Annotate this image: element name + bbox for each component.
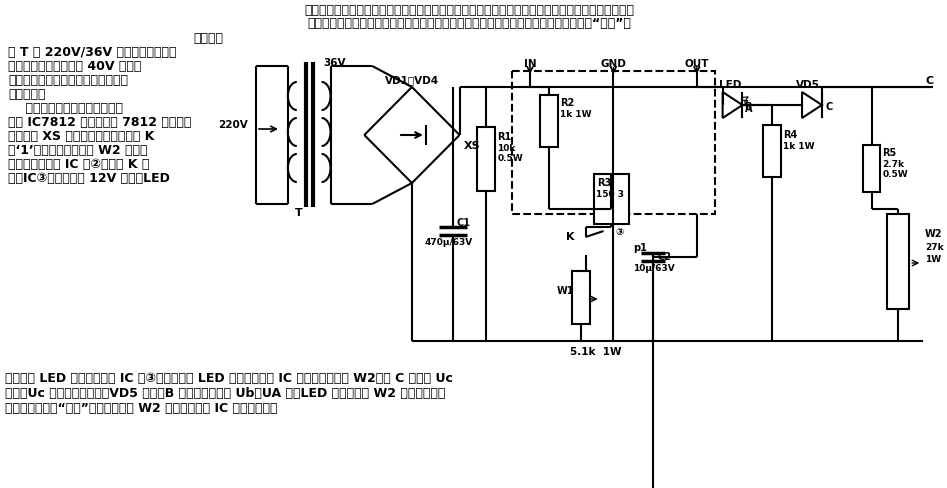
Text: 先是用直流电源“标度”的，所以可从 W2 旋钮位置读出 IC 的输出电压。: 先是用直流电源“标度”的，所以可从 W2 旋钮位置读出 IC 的输出电压。 [5, 401, 277, 414]
Text: 150 3: 150 3 [596, 190, 623, 199]
Text: C: C [826, 102, 833, 112]
Text: 0.5W: 0.5W [883, 170, 908, 179]
Text: VD1～VD4: VD1～VD4 [384, 75, 439, 85]
Text: 桥路整流输出电压约为 40V 供测试: 桥路整流输出电压约为 40V 供测试 [8, 60, 141, 73]
Text: OUT: OUT [685, 59, 709, 69]
Text: GND: GND [600, 59, 626, 69]
Text: 电源变压: 电源变压 [193, 32, 223, 45]
Text: 工作原理。: 工作原理。 [8, 88, 45, 101]
Text: R3: R3 [598, 178, 612, 187]
Text: W2: W2 [925, 228, 942, 239]
Text: R2: R2 [560, 98, 574, 108]
Text: R5: R5 [883, 148, 897, 158]
Text: 点亮。如 LED 不亮，则说明 IC 的③脚开路；如 LED 过亮，则说明 IC 内部短路。再调 W2，使 C 点电位 Uc: 点亮。如 LED 不亮，则说明 IC 的③脚开路；如 LED 过亮，则说明 IC… [5, 371, 453, 384]
Text: 5.1k  1W: 5.1k 1W [570, 346, 621, 356]
Text: T: T [295, 207, 302, 218]
Text: 地，IC③脚对地应有 12V 电压，LED: 地，IC③脚对地应有 12V 电压，LED [8, 172, 170, 184]
Bar [887, 215, 909, 309]
Bar [477, 128, 495, 192]
Text: LED: LED [720, 80, 742, 90]
Text: 检测，检测其输出电压是否与其标称值相符，进而可判定所购买的稳压集成块是否属于“赝品”。: 检测，检测其输出电压是否与其标称值相符，进而可判定所购买的稳压集成块是否属于“赝… [308, 17, 632, 30]
Bar [572, 271, 590, 325]
Text: 10μ/63V: 10μ/63V [634, 264, 675, 272]
Text: R4: R4 [783, 130, 797, 140]
Text: 1k 1W: 1k 1W [783, 142, 814, 151]
Text: C2: C2 [657, 251, 671, 262]
Text: R1: R1 [497, 132, 511, 142]
Text: 36V: 36V [324, 58, 346, 68]
Text: W1: W1 [557, 285, 574, 295]
Text: K: K [565, 231, 574, 242]
Text: VD5: VD5 [796, 80, 820, 90]
Text: p1: p1 [634, 243, 647, 252]
Text: 2.7k: 2.7k [883, 160, 904, 169]
Text: 10k: 10k [497, 143, 516, 153]
Text: 器 T 由 220V/36V 线间变压器担任，: 器 T 由 220V/36V 线间变压器担任， [8, 46, 176, 59]
Bar [863, 146, 881, 193]
Text: 1k 1W: 1k 1W [560, 110, 591, 119]
Text: IN: IN [524, 59, 536, 69]
Text: C: C [925, 76, 933, 86]
Text: 1W: 1W [925, 254, 941, 264]
Text: 470μ/63V: 470μ/63V [425, 238, 474, 246]
Text: 220V: 220V [219, 120, 248, 130]
Text: 对应插入 XS 测试插座中，选型开关 K: 对应插入 XS 测试插座中，选型开关 K [8, 130, 154, 142]
Text: B: B [744, 102, 752, 112]
Bar [763, 126, 781, 178]
Text: C1: C1 [456, 218, 471, 227]
Text: （以 IC7812 为例）：将 7812 的三只脚: （以 IC7812 为例）：将 7812 的三只脚 [8, 116, 191, 129]
Text: 升高。Uc 升到一定数值时，VD5 导通，B 点电位升高。当 Ub＝UA 时，LED 熄灭。由于 W2 的旋钮位置事: 升高。Uc 升到一定数值时，VD5 导通，B 点电位升高。当 Ub＝UA 时，L… [5, 386, 445, 399]
Text: XS: XS [463, 141, 480, 151]
Text: 27k: 27k [925, 243, 944, 251]
Text: 调至最大，此时 IC 的②脚通过 K 接: 调至最大，此时 IC 的②脚通过 K 接 [8, 158, 150, 171]
Text: A: A [744, 104, 752, 114]
Text: ③: ③ [616, 226, 624, 237]
Text: 固定输出式稳压集成块的检测: 固定输出式稳压集成块的检测 [8, 102, 123, 115]
Text: 0.5W: 0.5W [497, 154, 523, 163]
Text: 用一块万用表很难判断三端稳压集成电路的好坏。本检测仪可对正压输出的三端稳压集成电路作定性: 用一块万用表很难判断三端稳压集成电路的好坏。本检测仪可对正压输出的三端稳压集成电… [305, 4, 634, 17]
Bar [512, 72, 715, 215]
Text: 置‘1’位，将读数电位器 W2 的阻值: 置‘1’位，将读数电位器 W2 的阻值 [8, 143, 148, 157]
Bar [594, 175, 630, 224]
Text: 之用。下面结合具体使用方法叙述其: 之用。下面结合具体使用方法叙述其 [8, 74, 128, 87]
Bar [540, 96, 558, 148]
